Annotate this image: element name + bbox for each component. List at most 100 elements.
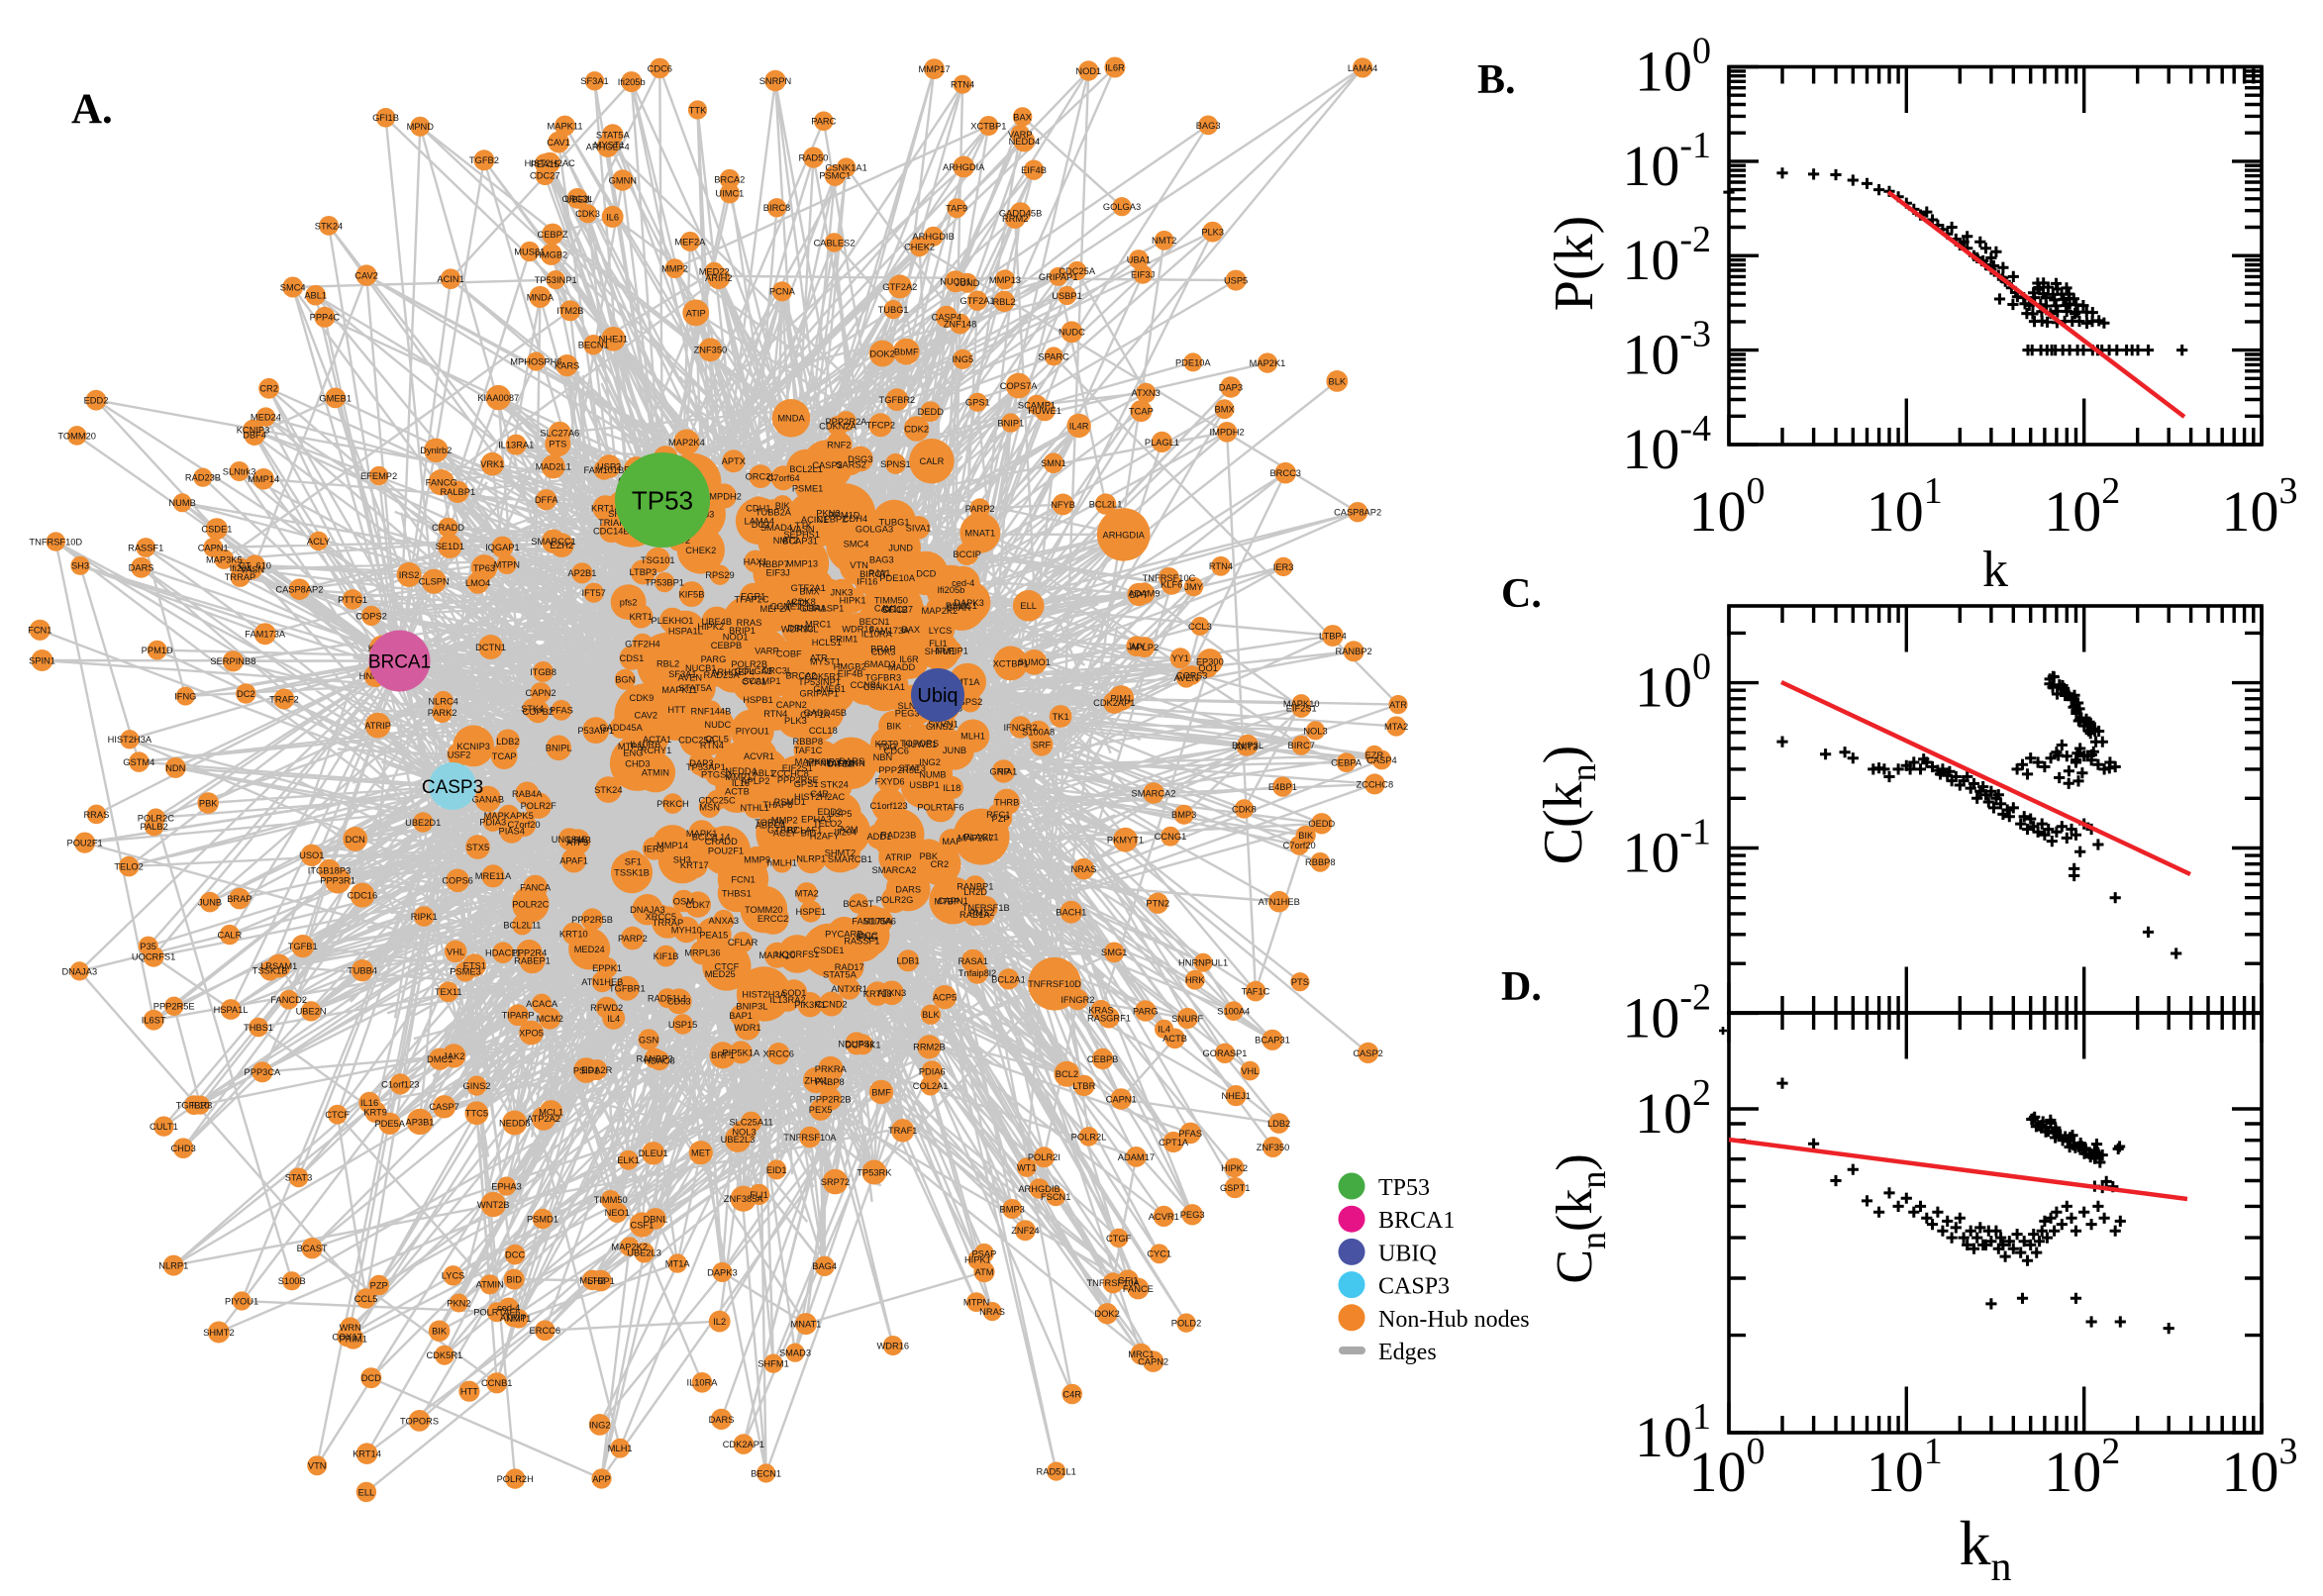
svg-text:CPT1A: CPT1A xyxy=(800,710,831,720)
svg-text:HSPE1: HSPE1 xyxy=(796,907,827,917)
svg-text:IL10RA: IL10RA xyxy=(861,629,893,639)
svg-text:COL2A1: COL2A1 xyxy=(913,1081,949,1091)
svg-text:CAPN1: CAPN1 xyxy=(938,896,968,906)
svg-text:PLK3: PLK3 xyxy=(1201,228,1224,238)
svg-text:NP: NP xyxy=(997,766,1010,776)
svg-text:PARP2: PARP2 xyxy=(965,504,995,514)
svg-text:MMP14: MMP14 xyxy=(248,474,279,484)
svg-text:CCL5: CCL5 xyxy=(354,1294,378,1304)
svg-text:NEDD8: NEDD8 xyxy=(499,1118,531,1128)
svg-text:SH3: SH3 xyxy=(673,855,691,865)
svg-text:TUBG1: TUBG1 xyxy=(879,517,910,527)
svg-text:POLD2: POLD2 xyxy=(1171,1319,1202,1329)
svg-text:XRCC5: XRCC5 xyxy=(646,912,677,922)
svg-text:ELK1: ELK1 xyxy=(617,1155,640,1165)
svg-text:CRADD: CRADD xyxy=(432,523,464,533)
svg-text:GFI1B: GFI1B xyxy=(881,605,908,615)
svg-text:HSPB1: HSPB1 xyxy=(743,695,773,705)
svg-text:BRF1: BRF1 xyxy=(711,1050,735,1060)
svg-text:PSMD1: PSMD1 xyxy=(774,797,806,807)
svg-text:GSN: GSN xyxy=(639,1035,658,1045)
svg-text:MMP17: MMP17 xyxy=(918,64,950,74)
svg-text:P35: P35 xyxy=(140,942,156,951)
svg-text:IL4R: IL4R xyxy=(1069,421,1089,431)
svg-text:TFCP2: TFCP2 xyxy=(866,421,895,431)
svg-text:SMARCA2: SMARCA2 xyxy=(1132,788,1176,798)
svg-text:PARG: PARG xyxy=(1133,1006,1159,1016)
svg-text:PFAS: PFAS xyxy=(1178,1129,1202,1139)
svg-text:RIPK1: RIPK1 xyxy=(411,912,438,922)
svg-text:RBL2: RBL2 xyxy=(656,659,679,669)
svg-text:SMAD3: SMAD3 xyxy=(779,1348,811,1358)
svg-text:NOL3: NOL3 xyxy=(732,1128,756,1138)
svg-text:BRCA2: BRCA2 xyxy=(785,671,816,681)
svg-text:TOPORS: TOPORS xyxy=(400,1416,439,1426)
svg-text:HMGB2: HMGB2 xyxy=(834,661,866,671)
svg-text:PIM1: PIM1 xyxy=(1110,693,1132,703)
svg-text:RALBP1: RALBP1 xyxy=(440,487,475,497)
svg-text:RRM2: RRM2 xyxy=(1002,214,1028,224)
svg-text:IL6R: IL6R xyxy=(899,654,919,664)
svg-text:PPP3R1: PPP3R1 xyxy=(320,876,355,886)
svg-text:RAB1A: RAB1A xyxy=(960,910,990,920)
svg-text:MEF2A: MEF2A xyxy=(760,604,792,614)
svg-text:GADD45B: GADD45B xyxy=(999,208,1042,218)
svg-text:HIST2H3A: HIST2H3A xyxy=(108,735,152,745)
svg-text:CDH1: CDH1 xyxy=(746,504,770,514)
svg-text:TNFRSF10A: TNFRSF10A xyxy=(783,1133,837,1143)
svg-text:BMF: BMF xyxy=(871,1087,891,1097)
svg-text:SF3A1: SF3A1 xyxy=(668,669,696,679)
svg-text:CAPN2: CAPN2 xyxy=(1138,1357,1168,1367)
svg-text:DPT: DPT xyxy=(1130,590,1149,600)
svg-text:TDG: TDG xyxy=(877,743,897,752)
svg-text:CDK2AP1: CDK2AP1 xyxy=(723,1440,764,1449)
svg-text:DBNL: DBNL xyxy=(787,624,812,634)
svg-text:KRAS: KRAS xyxy=(1088,1006,1113,1016)
svg-text:CLSPN: CLSPN xyxy=(419,577,450,587)
svg-text:BCL2L1: BCL2L1 xyxy=(1089,500,1123,510)
svg-text:EZH2: EZH2 xyxy=(550,541,573,550)
svg-text:FCN1: FCN1 xyxy=(731,874,755,884)
svg-text:TP63: TP63 xyxy=(473,563,495,573)
svg-text:TCAP: TCAP xyxy=(492,751,517,761)
svg-text:MTA2: MTA2 xyxy=(1384,722,1408,732)
svg-text:WDR16: WDR16 xyxy=(842,625,874,635)
svg-text:MED24: MED24 xyxy=(574,945,605,954)
svg-text:POLRTAF6: POLRTAF6 xyxy=(917,803,963,813)
svg-text:BCLAF1: BCLAF1 xyxy=(787,826,822,836)
svg-text:CASP2: CASP2 xyxy=(812,460,843,470)
svg-text:DARS: DARS xyxy=(709,1415,735,1425)
svg-text:E4BP1: E4BP1 xyxy=(1268,782,1297,792)
svg-text:HSPA1L: HSPA1L xyxy=(668,626,703,636)
svg-text:ANTXR1: ANTXR1 xyxy=(831,984,867,994)
svg-text:IL10RB: IL10RB xyxy=(630,740,660,749)
svg-text:FAM173A: FAM173A xyxy=(245,630,286,640)
svg-text:WDR1: WDR1 xyxy=(734,1023,760,1033)
svg-text:SF1: SF1 xyxy=(625,856,642,866)
svg-text:PRIM1: PRIM1 xyxy=(339,1334,366,1344)
svg-text:UBA1: UBA1 xyxy=(802,604,826,614)
svg-text:VARP: VARP xyxy=(1008,130,1033,140)
svg-text:CPT1A: CPT1A xyxy=(1159,1138,1189,1147)
svg-text:MMP9: MMP9 xyxy=(744,855,770,865)
svg-text:PCNA: PCNA xyxy=(769,287,796,297)
svg-text:S100A4: S100A4 xyxy=(1217,1007,1250,1017)
svg-text:ATN1HEB: ATN1HEB xyxy=(1259,897,1300,907)
svg-text:MPND: MPND xyxy=(407,122,435,132)
svg-text:POLRTAF6: POLRTAF6 xyxy=(473,1308,520,1318)
svg-text:GADD45B: GADD45B xyxy=(804,708,847,718)
svg-text:KRT10: KRT10 xyxy=(559,929,588,939)
svg-text:TRAF1: TRAF1 xyxy=(888,1126,917,1136)
svg-text:TNFRSF1B: TNFRSF1B xyxy=(962,903,1010,913)
svg-text:RTN4: RTN4 xyxy=(951,80,974,90)
svg-text:LDB1: LDB1 xyxy=(896,956,919,966)
svg-text:TSSK1B: TSSK1B xyxy=(252,966,288,976)
svg-text:XCTBP1: XCTBP1 xyxy=(993,658,1029,668)
svg-text:CR2: CR2 xyxy=(931,859,950,869)
svg-text:TAF1A: TAF1A xyxy=(827,758,856,768)
svg-text:IFNG: IFNG xyxy=(174,692,196,702)
svg-text:ATMIN: ATMIN xyxy=(476,1280,504,1290)
svg-text:LAMA4: LAMA4 xyxy=(745,517,775,527)
svg-text:SCAMP1: SCAMP1 xyxy=(743,676,780,686)
svg-text:SMC4: SMC4 xyxy=(280,282,306,292)
